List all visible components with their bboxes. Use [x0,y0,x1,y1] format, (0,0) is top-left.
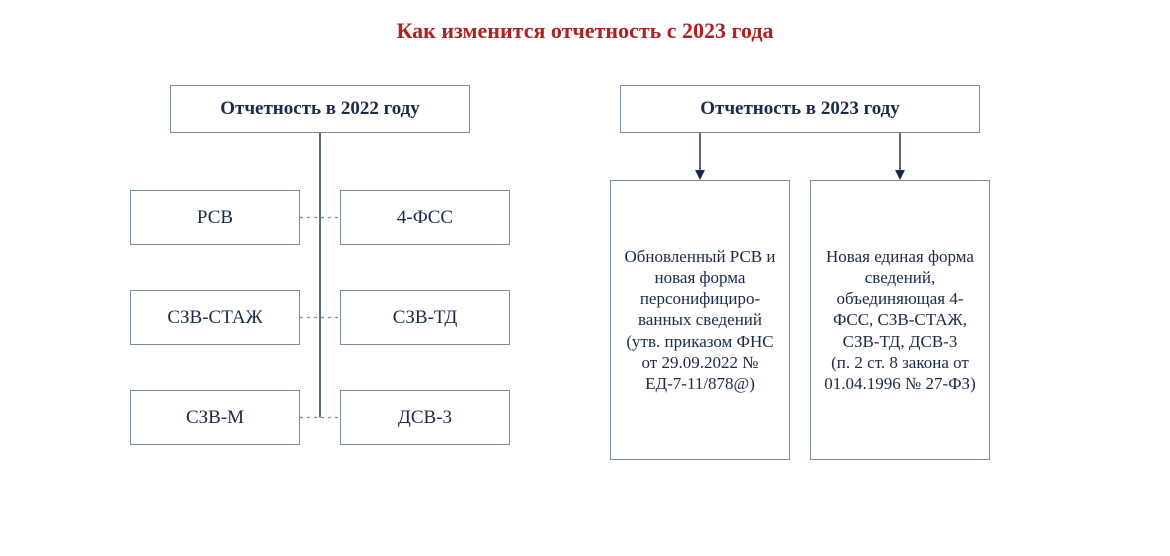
right-item-updated-rsv: Обновленный РСВ и новая форма персонифиц… [610,180,790,460]
diagram-title: Как изменится отчетность с 2023 года [0,18,1170,44]
left-header-box: Отчетность в 2022 году [170,85,470,133]
left-item-szv-m: СЗВ-М [130,390,300,445]
left-item-szv-td: СЗВ-ТД [340,290,510,345]
left-item-szv-stazh: СЗВ-СТАЖ [130,290,300,345]
right-header-box: Отчетность в 2023 году [620,85,980,133]
connectors-svg [0,0,1170,556]
left-item-dsv-3: ДСВ-3 [340,390,510,445]
right-item-unified-form: Новая единая форма сведений, объединяюща… [810,180,990,460]
left-item-4fss: 4-ФСС [340,190,510,245]
left-item-rsv: РСВ [130,190,300,245]
